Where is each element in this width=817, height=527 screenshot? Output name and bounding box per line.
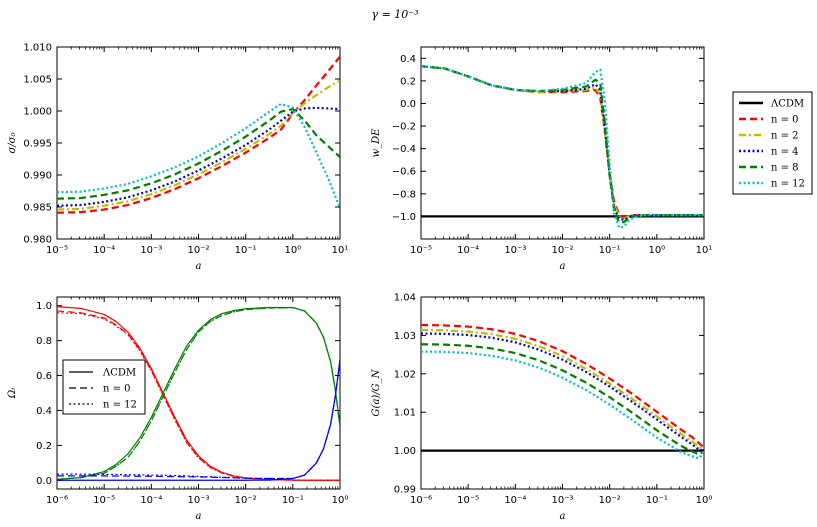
y-tick-label: −0.8 (392, 189, 416, 200)
outer-legend-label: ΛCDM (770, 99, 804, 110)
x-tick-label: 10⁻⁴ (504, 495, 526, 506)
series-line-omega-5 (57, 307, 340, 480)
series-line-sigma-4 (57, 102, 340, 209)
x-tick-label: 10⁰ (284, 245, 301, 256)
y-tick-label: −0.2 (392, 122, 416, 133)
figure-title: γ = 10⁻³ (372, 8, 419, 21)
x-tick-label: 10⁻⁵ (93, 495, 115, 506)
y-tick-label: −0.6 (392, 167, 416, 178)
x-tick-label: 10⁻⁴ (93, 245, 115, 256)
series-line-geff-4 (421, 343, 704, 456)
panel-sigma: 10⁻⁵ 10⁻⁴ 10⁻³ 10⁻² 10⁻¹ 10⁰ 10¹ 0.980 0.985 0.99… (7, 43, 348, 273)
y-tick-label: 0.4 (36, 406, 52, 417)
y-tick-label: 0.2 (36, 441, 52, 452)
y-axis-label: G(a)/G_N (371, 368, 382, 416)
y-tick-label: 1.02 (394, 369, 416, 380)
x-tick-label: 10⁰ (696, 495, 713, 506)
x-axis-label: a (196, 511, 202, 522)
omega-legend-label: n = 12 (103, 400, 137, 411)
x-tick-label: 10⁻² (551, 245, 573, 256)
outer-legend-box (732, 91, 813, 195)
y-tick-label: 0.985 (23, 203, 52, 214)
outer-legend-label: n = 4 (771, 147, 799, 158)
x-axis-label: a (560, 261, 566, 272)
x-tick-label: 10⁻³ (551, 495, 573, 506)
y-tick-label: −1.0 (392, 212, 416, 223)
x-tick-label: 10⁻² (599, 495, 621, 506)
x-tick-label: 10¹ (696, 245, 713, 256)
x-tick-label: 10¹ (332, 245, 349, 256)
x-tick-label: 10⁻³ (504, 245, 526, 256)
x-tick-label: 10⁻² (235, 495, 257, 506)
axes-frame-wde (420, 46, 705, 240)
outer-legend-label: n = 0 (771, 115, 799, 126)
series-line-geff-1 (421, 323, 704, 449)
x-tick-label: 10⁻⁵ (457, 495, 479, 506)
series-line-geff-3 (421, 332, 704, 452)
y-axis-label: Ωᵢ (7, 388, 18, 399)
y-tick-label: 0.4 (400, 54, 416, 65)
x-axis-label: a (196, 261, 202, 272)
y-tick-label: 1.000 (23, 107, 52, 118)
x-tick-label: 10⁰ (332, 495, 349, 506)
series-line-geff-5 (421, 350, 704, 460)
series-line-omega-8 (57, 359, 340, 480)
panel-wde: 10⁻⁵ 10⁻⁴ 10⁻³ 10⁻² 10⁻¹ 10⁰ 10¹ −1.0 −0.8 −0.6 −0… (371, 46, 713, 272)
y-tick-label: 0.0 (400, 99, 416, 110)
x-tick-label: 10⁻⁴ (140, 495, 162, 506)
y-tick-label: 0.6 (36, 371, 52, 382)
series-line-wde-5 (421, 65, 704, 229)
omega-legend: ΛCDM n = 0 n = 12 (62, 359, 146, 415)
y-tick-label: 1.04 (394, 293, 416, 304)
x-tick-label: 10⁻⁶ (410, 495, 432, 506)
series-line-sigma-0 (57, 55, 340, 214)
omega-legend-label: n = 0 (103, 384, 131, 395)
x-tick-label: 10⁻³ (187, 495, 209, 506)
series-line-sigma-2 (57, 106, 340, 207)
panel-omega: 10⁻⁶ 10⁻⁵ 10⁻⁴ 10⁻³ 10⁻² 10⁻¹ 10⁰ 0.0 0.2 0.4 0.6 0… (7, 296, 349, 522)
series-line-omega-1 (57, 310, 340, 481)
x-tick-label: 10⁻¹ (646, 495, 668, 506)
y-tick-label: 1.005 (23, 75, 52, 86)
outer-legend-label: n = 2 (771, 131, 799, 142)
y-tick-label: 1.01 (394, 408, 416, 419)
x-axis-label: a (560, 511, 566, 522)
x-tick-label: 10⁻² (187, 245, 209, 256)
series-line-sigma-3 (57, 107, 340, 200)
series-line-omega-2 (57, 312, 340, 481)
y-tick-label: 0.2 (400, 76, 416, 87)
y-tick-label: 0.990 (23, 171, 52, 182)
y-axis-label: w_DE (371, 128, 382, 158)
x-tick-label: 10⁻³ (140, 245, 162, 256)
x-tick-label: 10⁰ (648, 245, 665, 256)
outer-legend: ΛCDM n = 0 n = 2 n = 4 n = 8 n = 12 (732, 91, 813, 195)
y-tick-label: 0.980 (23, 235, 52, 246)
y-tick-label: 0.8 (36, 336, 52, 347)
y-tick-label: 0.99 (394, 485, 416, 496)
axes-frame-sigma (56, 46, 341, 240)
y-tick-label: 1.010 (23, 43, 52, 54)
x-tick-label: 10⁻⁶ (46, 495, 68, 506)
series-line-geff-2 (421, 328, 704, 451)
y-tick-label: 1.0 (36, 301, 52, 312)
x-tick-label: 10⁻¹ (235, 245, 257, 256)
y-axis-label: σ/σ₀ (7, 132, 18, 153)
outer-legend-label: n = 12 (771, 179, 805, 190)
panel-geff: 10⁻⁶ 10⁻⁵ 10⁻⁴ 10⁻³ 10⁻² 10⁻¹ 10⁰ 0.99 1.00 1.01 1… (371, 293, 712, 523)
axes-frame-geff (420, 296, 705, 490)
x-tick-label: 10⁻⁴ (457, 245, 479, 256)
y-tick-label: 1.03 (394, 331, 416, 342)
x-tick-label: 10⁻¹ (282, 495, 304, 506)
omega-legend-box (62, 359, 146, 415)
x-tick-label: 10⁻⁵ (410, 245, 432, 256)
outer-legend-label: n = 8 (771, 163, 799, 174)
y-tick-label: −0.4 (392, 144, 416, 155)
omega-legend-label: ΛCDM (102, 368, 136, 379)
x-tick-label: 10⁻⁵ (46, 245, 68, 256)
y-tick-label: 0.995 (23, 139, 52, 150)
y-tick-label: 0.0 (36, 476, 52, 487)
x-tick-label: 10⁻¹ (599, 245, 621, 256)
y-tick-label: 1.00 (394, 446, 416, 457)
